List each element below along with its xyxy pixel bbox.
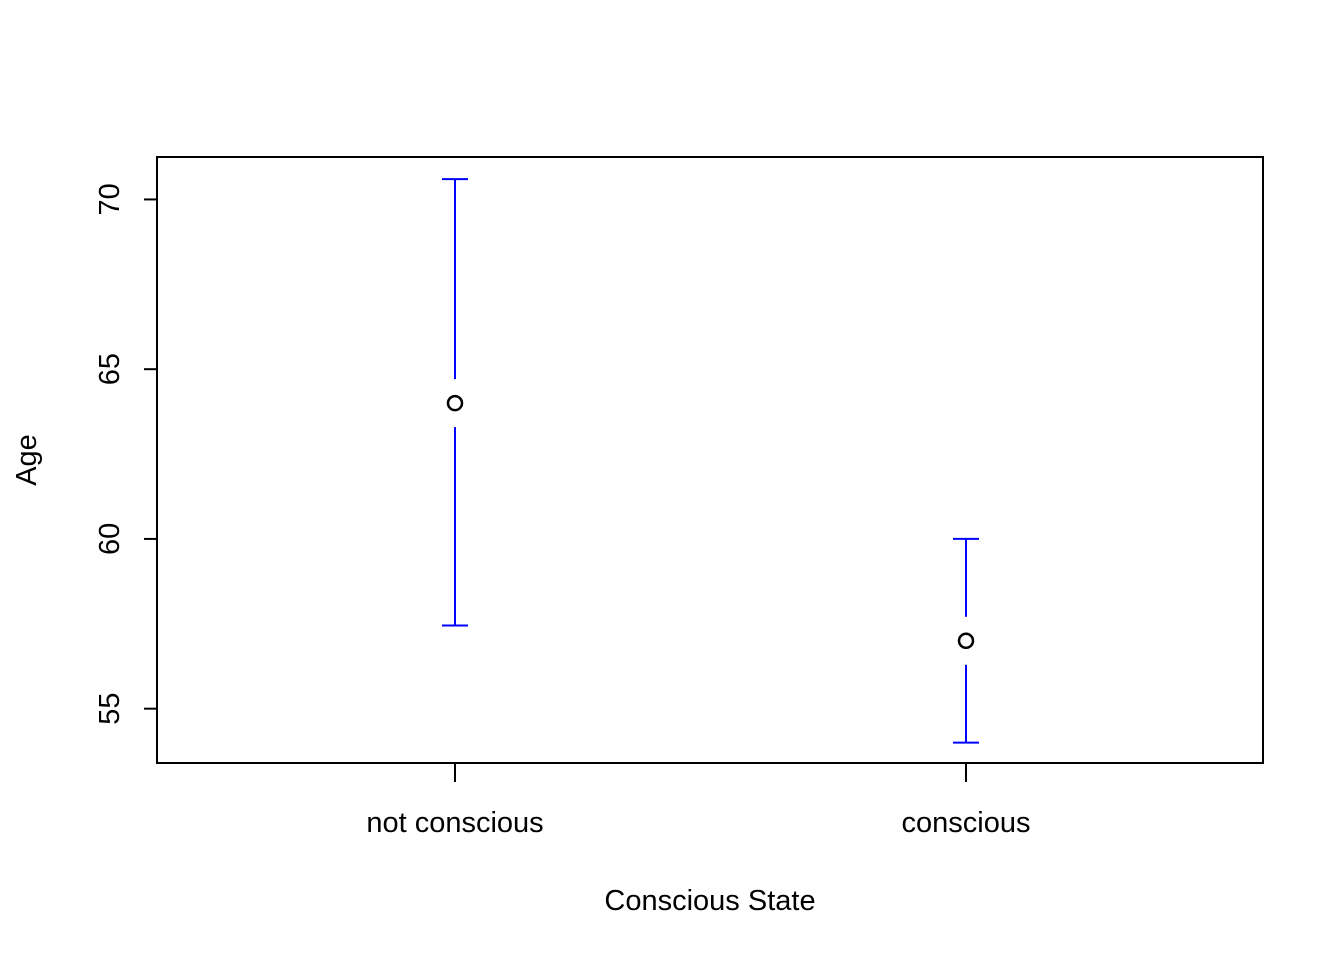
- y-tick-label: 55: [94, 693, 126, 725]
- x-axis: not conscious conscious: [366, 763, 1030, 839]
- mean-point: [446, 394, 464, 412]
- y-axis-label: Age: [11, 434, 43, 486]
- x-axis-label: Conscious State: [604, 885, 815, 917]
- data-marks: [442, 178, 979, 744]
- y-tick-label: 65: [94, 353, 126, 385]
- plot-frame: [156, 156, 1264, 764]
- y-axis: 55 60 65 70: [94, 183, 157, 725]
- x-tick-label: conscious: [902, 807, 1031, 839]
- y-tick-label: 60: [94, 523, 126, 555]
- x-tick-label: not conscious: [366, 807, 543, 839]
- y-tick-label: 70: [94, 183, 126, 215]
- mean-point: [957, 632, 975, 650]
